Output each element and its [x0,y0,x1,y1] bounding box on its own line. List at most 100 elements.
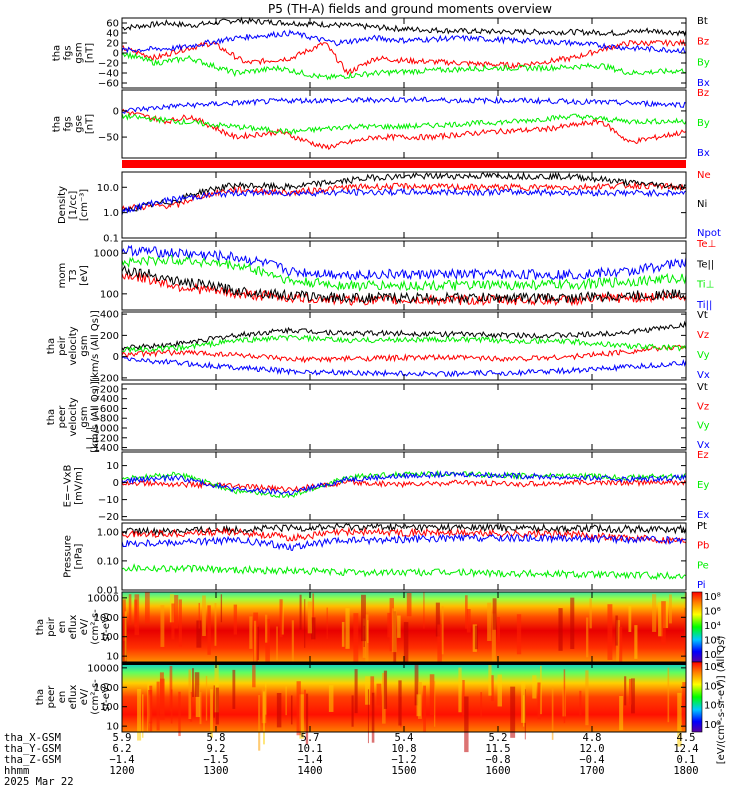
spectrogram-stripe [437,624,442,665]
bottom-axis-value: −0.4 [579,754,604,766]
bottom-axis-value: 5.7 [301,732,320,744]
spectrogram-stripe [188,669,192,720]
y-axis-label: tha [46,338,57,354]
spectrogram-stripe [214,603,217,646]
bottom-axis-value: −1.4 [297,754,322,766]
spectrogram-stripe [361,594,366,642]
panel-frame [121,17,687,89]
spectrogram-stripe [354,669,358,714]
y-tick-label: 100 [100,632,119,643]
spectrogram-stripe [466,608,471,633]
series-line-efield-2 [121,470,687,496]
spectrogram-stripe [371,692,375,743]
bottom-row-label: tha_X-GSM [4,732,61,744]
y-tick-label: −1000 [85,424,119,435]
y-axis-label: fgs [63,45,74,60]
spectrogram-stripe [207,605,211,655]
spectrogram-stripe [558,608,563,651]
series-line-pressure-2 [121,563,687,581]
spectrogram-stripe [149,685,153,724]
legend-label-fgs_gsm: Bt [697,16,708,27]
legend-label-peer_velocity: Vy [697,421,710,432]
panel-fgs_gse: Bz By Bx −50 0 tha fgs gse [nT] [52,88,710,159]
spectrogram-stripe [265,619,270,665]
legend-label-fgs_gse: Bz [697,88,709,99]
bottom-axis-value: 10.1 [297,743,322,755]
bottom-axis-value: −1.4 [109,754,134,766]
y-axis-label: [1/cc] [68,191,79,220]
spectrogram-stripe [563,669,566,724]
spectrogram-stripe [367,689,369,744]
spectrogram-stripe [303,689,306,719]
legend-label-efield: Ex [697,510,709,521]
spectrogram-stripe [417,682,422,719]
colorbar-tick-label: 10⁴ [704,701,721,712]
spectrogram-stripe [253,620,257,668]
spectrogram-stripe [462,679,465,716]
legend-label-fgs_gsm: Bz [697,37,709,48]
spectrogram-stripe [328,685,334,712]
colorbar-tick-label: 10⁶ [704,607,721,618]
series-line-fgs_gse-2 [121,95,687,114]
y-tick-label: 100 [100,289,119,300]
panel-peer_en_eflux: 10⁸ 10⁶ 10⁴ 10² 10 100 1000 10000 tha peer en eflux… [35,661,721,753]
y-axis-label: tha [52,116,63,132]
spectrogram-stripe [667,667,670,723]
y-axis-label: mom [57,263,68,289]
spectrogram-stripe [232,669,236,709]
spectrogram-stripe [192,668,194,698]
spectrogram-stripe [464,696,469,753]
red-separator-bar [122,160,686,168]
y-tick-label: −50 [98,133,119,144]
spectrogram-stripe [387,612,391,638]
y-axis-label: gsm [79,406,90,427]
y-tick-label: 10 [106,652,119,663]
spectrogram-stripe [492,598,497,630]
series-line-density-2 [121,186,687,216]
y-axis-label: en [57,621,68,634]
y-tick-label: 0.01 [97,586,119,597]
y-axis-label: gse [74,115,85,133]
spectrogram-stripe [458,667,462,713]
series-line-fgs_gsm-1 [121,38,687,76]
spectrogram-stripe [137,688,142,741]
y-axis-label: peer [46,685,57,709]
y-tick-label: 0.10 [97,556,119,567]
bottom-row-label: hhmm [4,765,29,777]
y-axis-label: peir [46,616,57,636]
panel-density: Ne Ni Npot 0.1 1.0 10.0 Density [1/cc] [cm⁻³] [57,170,721,245]
spectrogram-stripe [326,607,328,640]
spectrogram-stripe [205,675,208,721]
bottom-axis-value: 1800 [673,765,698,777]
spectrogram-stripe [423,592,425,629]
series-line-peir_velocity-1 [121,344,687,364]
colorbar-tick-label: 10⁸ [704,592,721,603]
spectrogram-stripe [586,617,589,658]
bottom-axis-value: −1.5 [203,754,228,766]
panel-temperature: Te⊥ Te|| Ti⊥ Ti|| 100 1000 mom T3 [eV] [57,239,716,311]
y-axis-label: E=−VxB [63,465,74,508]
panel-frame [121,171,687,239]
y-axis-label: (cm²-s- [90,609,101,645]
y-tick-label: −1400 [85,443,119,454]
y-axis-label: [km/s (All Qs)] [90,381,101,453]
y-tick-label: −10 [98,495,119,506]
panel-frame [121,522,687,591]
legend-label-efield: Ez [697,450,709,461]
bottom-axis-value: 5.4 [395,732,414,744]
spectrogram-stripe [491,613,496,665]
y-tick-label: 60 [106,19,119,30]
bottom-axis-value: 1700 [579,765,604,777]
spectrogram-stripe [178,691,181,737]
legend-label-temperature: Te⊥ [696,239,716,250]
spectrogram-stripe [619,696,624,731]
spectrogram-stripe [619,626,623,670]
spectrogram-stripe [305,693,309,745]
spectrogram-stripe [628,606,632,633]
y-tick-label: 10000 [87,663,119,674]
bottom-axis-value: 5.9 [113,732,132,744]
spectrogram-stripe [363,625,365,647]
y-tick-label: −20 [98,59,119,70]
spectrogram-stripe [383,670,388,709]
